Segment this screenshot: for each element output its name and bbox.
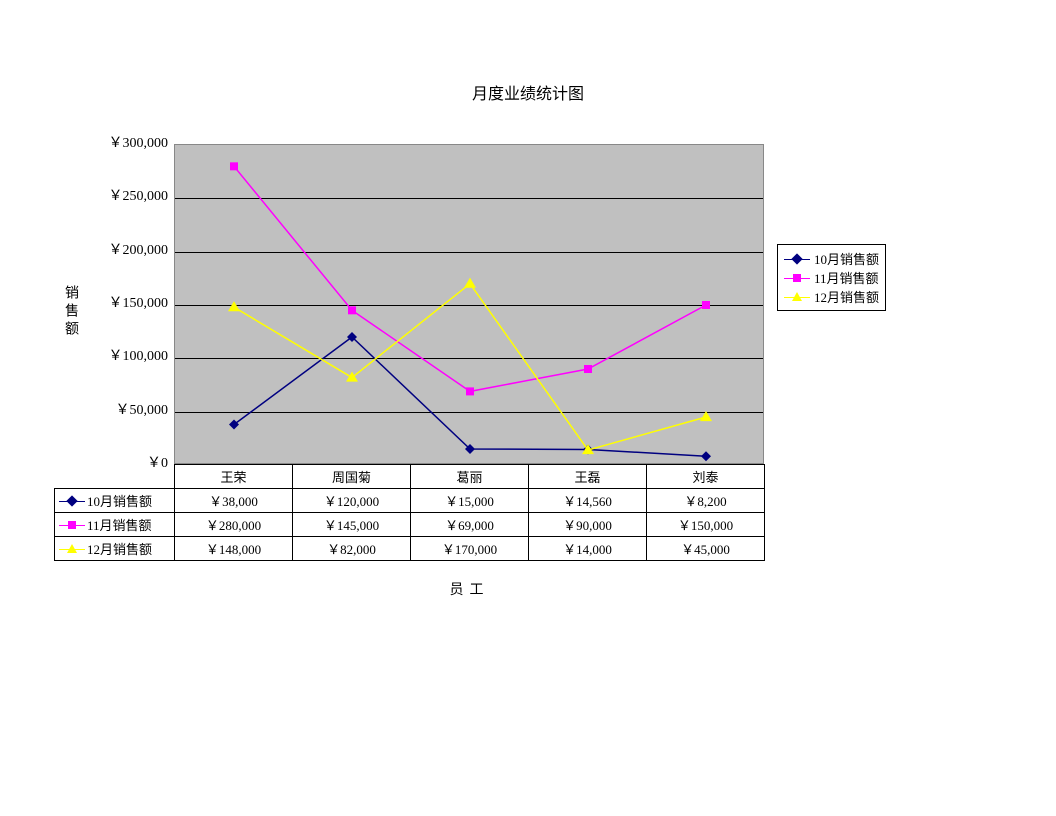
data-cell: ￥38,000 [175, 489, 293, 513]
table-row: 10月销售额 ￥38,000￥120,000￥15,000￥14,560￥8,20… [55, 489, 765, 513]
chart-body: 销售额 ￥300,000 ￥250,000 ￥200,000 ￥150,000 … [60, 144, 996, 599]
data-cell: ￥120,000 [293, 489, 411, 513]
legend-label: 10月销售额 [814, 249, 879, 268]
data-cell: ￥145,000 [293, 513, 411, 537]
series-label-cell: 11月销售额 [55, 513, 175, 537]
table-row: 12月销售额 ￥148,000￥82,000￥170,000￥14,000￥45,… [55, 537, 765, 561]
category-header: 刘泰 [647, 465, 765, 489]
data-cell: ￥170,000 [411, 537, 529, 561]
legend-marker-icon [59, 494, 85, 508]
data-cell: ￥90,000 [529, 513, 647, 537]
data-cell: ￥148,000 [175, 537, 293, 561]
series-name: 10月销售额 [87, 491, 152, 510]
data-cell: ￥14,000 [529, 537, 647, 561]
data-cell: ￥82,000 [293, 537, 411, 561]
chart-container: 月度业绩统计图 销售额 ￥300,000 ￥250,000 ￥200,000 ￥… [60, 80, 996, 599]
series-name: 11月销售额 [87, 515, 152, 534]
legend-marker-icon [784, 252, 810, 266]
data-table: 王荣周国菊葛丽王磊刘泰10月销售额￥38,000￥120,000￥15,000￥… [54, 464, 765, 561]
legend-marker-icon [59, 542, 85, 556]
legend-marker-icon [784, 271, 810, 285]
y-axis-label: 销售额 [60, 285, 80, 459]
series-marker [346, 372, 358, 382]
series-marker [348, 306, 356, 314]
chart-title: 月度业绩统计图 [60, 80, 996, 104]
legend-label: 11月销售额 [814, 268, 879, 287]
series-label-cell: 12月销售额 [55, 537, 175, 561]
plot-and-table: 王荣周国菊葛丽王磊刘泰10月销售额￥38,000￥120,000￥15,000￥… [174, 144, 765, 599]
data-cell: ￥69,000 [411, 513, 529, 537]
table-row: 11月销售额 ￥280,000￥145,000￥69,000￥90,000￥150… [55, 513, 765, 537]
data-cell: ￥45,000 [647, 537, 765, 561]
data-cell: ￥8,200 [647, 489, 765, 513]
plot-area [174, 144, 764, 464]
legend-label: 12月销售额 [814, 287, 879, 306]
data-cell: ￥150,000 [647, 513, 765, 537]
series-marker [702, 301, 710, 309]
series-marker [464, 278, 476, 288]
table-header-row: 王荣周国菊葛丽王磊刘泰 [55, 465, 765, 489]
legend-marker-icon [784, 290, 810, 304]
series-marker [230, 162, 238, 170]
category-header: 葛丽 [411, 465, 529, 489]
data-cell: ￥14,560 [529, 489, 647, 513]
series-label-cell: 10月销售额 [55, 489, 175, 513]
series-marker [700, 411, 712, 421]
series-marker [584, 365, 592, 373]
category-header: 周国菊 [293, 465, 411, 489]
category-header: 王磊 [529, 465, 647, 489]
chart-svg [175, 145, 765, 465]
legend: 10月销售额11月销售额12月销售额 [777, 244, 886, 311]
legend-item: 11月销售额 [784, 268, 879, 287]
category-header: 王荣 [175, 465, 293, 489]
series-marker [466, 387, 474, 395]
x-axis-label: 员工 [174, 579, 765, 599]
legend-marker-icon [59, 518, 85, 532]
data-cell: ￥15,000 [411, 489, 529, 513]
legend-item: 12月销售额 [784, 287, 879, 306]
series-line [234, 337, 706, 456]
y-axis-ticks: ￥300,000 ￥250,000 ￥200,000 ￥150,000 ￥100… [88, 144, 174, 464]
series-name: 12月销售额 [87, 539, 152, 558]
table-corner-cell [55, 465, 175, 489]
series-marker [228, 301, 240, 311]
legend-item: 10月销售额 [784, 249, 879, 268]
series-marker [701, 451, 711, 461]
series-line [234, 284, 706, 450]
data-cell: ￥280,000 [175, 513, 293, 537]
